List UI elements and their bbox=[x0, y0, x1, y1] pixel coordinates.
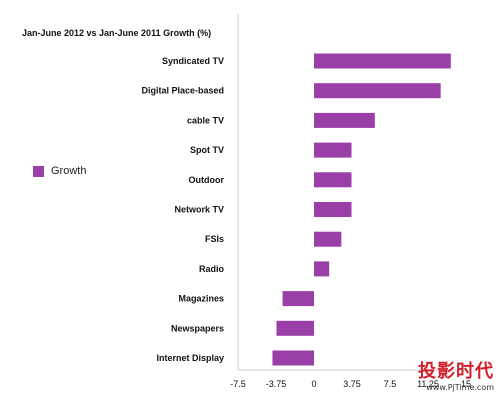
x-tick-label: 7.5 bbox=[384, 379, 397, 389]
bar-network-tv bbox=[314, 202, 352, 217]
bar-cable-tv bbox=[314, 112, 375, 128]
legend: Growth bbox=[33, 165, 86, 177]
bar-newspapers bbox=[276, 320, 314, 336]
watermark-text: 投影时代 bbox=[418, 361, 494, 382]
category-label: FSIs bbox=[205, 234, 224, 244]
watermark-url: www.PjTime.com bbox=[426, 383, 494, 392]
watermark: 投影时代 www.PjTime.com bbox=[418, 357, 494, 392]
bar-spot-tv bbox=[314, 142, 352, 158]
bar-syndicated-tv bbox=[314, 53, 451, 69]
category-label: Outdoor bbox=[189, 175, 225, 185]
x-tick-label: 3.75 bbox=[343, 379, 361, 389]
category-label: Internet Display bbox=[156, 353, 224, 363]
bar-outdoor bbox=[314, 172, 352, 188]
category-label: cable TV bbox=[187, 115, 224, 125]
x-tick-label: -7.5 bbox=[230, 379, 246, 389]
bar-internet-display bbox=[272, 350, 314, 366]
category-label: Spot TV bbox=[190, 145, 224, 155]
x-tick-label: 15 bbox=[461, 379, 471, 389]
x-tick-label: -3.75 bbox=[266, 379, 287, 389]
category-label: Newspapers bbox=[171, 323, 224, 333]
category-label: Network TV bbox=[174, 205, 224, 215]
chart-title: Jan-June 2012 vs Jan-June 2011 Growth (%… bbox=[22, 28, 211, 38]
bars-group bbox=[272, 53, 451, 366]
bar-digital-place-based bbox=[314, 83, 441, 99]
x-tick-labels-group: -7.5 -3.75 0 3.75 7.5 11.25 15 bbox=[230, 379, 471, 389]
x-tick-label: 0 bbox=[311, 379, 316, 389]
category-labels-group: Syndicated TV Digital Place-based cable TV… bbox=[141, 56, 224, 363]
category-label: Magazines bbox=[178, 294, 224, 304]
legend-label: Growth bbox=[51, 165, 87, 177]
bar-magazines bbox=[282, 291, 314, 307]
category-label: Syndicated TV bbox=[162, 56, 224, 66]
bar-fsis bbox=[314, 231, 342, 247]
x-tick-label: 11.25 bbox=[417, 379, 439, 389]
category-label: Radio bbox=[199, 264, 225, 274]
bar-radio bbox=[314, 261, 330, 277]
legend-swatch bbox=[33, 165, 44, 177]
category-label: Digital Place-based bbox=[141, 86, 224, 96]
